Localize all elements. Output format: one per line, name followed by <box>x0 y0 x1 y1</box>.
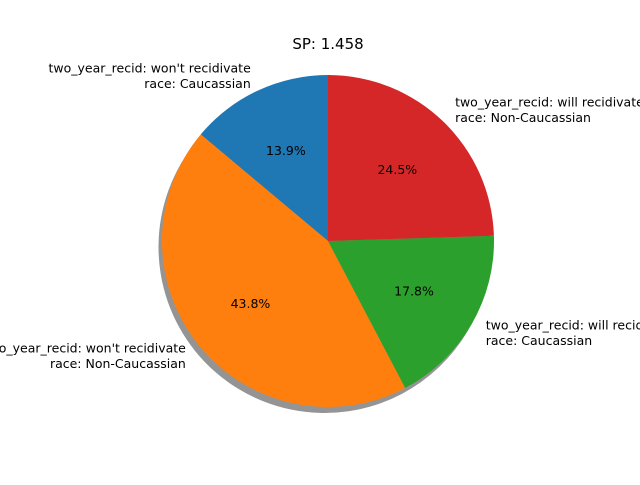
slice-percent-label: 24.5% <box>377 162 417 177</box>
slice-outer-label-line: race: Caucassian <box>144 76 250 91</box>
slice-outer-label-line: two_year_recid: won't recidivate <box>49 60 252 75</box>
slice-outer-label-line: two_year_recid: will recidivate <box>455 95 640 110</box>
slice-percent-label: 43.8% <box>231 296 271 311</box>
slice-outer-label-line: two_year_recid: won't recidivate <box>0 340 186 355</box>
pie-slice <box>200 75 328 241</box>
pie-slice <box>328 74 494 241</box>
slice-outer-label-line: race: Non-Caucassian <box>455 110 591 125</box>
pie-slice <box>162 134 406 408</box>
slice-outer-label: two_year_recid: won't recidivate race: Ca… <box>49 60 252 91</box>
slice-outer-label: two_year_recid: won't recidivate race: No… <box>0 340 186 371</box>
slice-percent-label: 17.8% <box>394 284 434 299</box>
slice-percent-label: 13.9% <box>266 143 306 158</box>
pie-slices <box>162 74 494 408</box>
slice-outer-label-line: race: Caucassian <box>486 333 592 348</box>
pie-labels: 13.9%two_year_recid: won't recidivate rac… <box>0 60 640 371</box>
slice-outer-label-line: race: Non-Caucassian <box>50 356 186 371</box>
slice-outer-label: two_year_recid: will recidivate race: Non… <box>455 95 640 126</box>
pie-slice <box>328 235 494 388</box>
chart-title: SP: 1.458 <box>292 35 363 53</box>
slice-outer-label-line: two_year_recid: will recidivate <box>486 318 640 333</box>
